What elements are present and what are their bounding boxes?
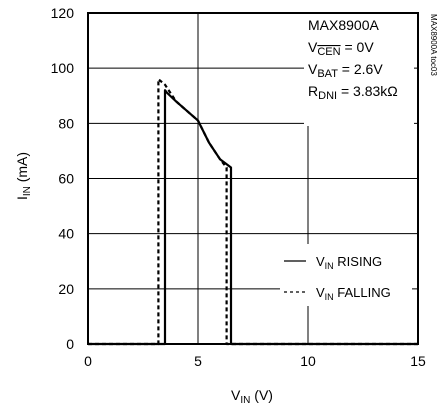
tick-labels: 0 5 10 15 0 20 40 60 80 100 120 [51,5,426,369]
annotation-rdni: RDNI = 3.83kΩ [308,83,398,102]
annotation-vcen: VCEN = 0V [308,39,374,58]
y-tick-label: 100 [51,60,75,76]
x-tick-label: 5 [194,353,202,369]
y-tick-label: 20 [58,281,74,297]
series-group [88,78,418,346]
x-axis-label: VIN (V) [231,387,273,406]
figure-id-note: MAX8900A toc03 [429,14,438,76]
plot-frame [87,12,419,345]
y-tick-label: 80 [58,115,74,131]
legend-label-falling: VIN FALLING [316,285,391,302]
y-axis-label: IIN (mA) [14,152,33,200]
y-tick-label: 0 [66,336,74,352]
y-tick-label: 40 [58,226,74,242]
x-tick-label: 10 [300,353,316,369]
series-line-falling [88,78,418,346]
annotation-vbat: VBAT = 2.6V [308,61,383,80]
x-tick-label: 15 [410,353,426,369]
y-tick-label: 60 [58,171,74,187]
x-tick-label: 0 [84,353,92,369]
legend: VIN RISING VIN FALLING [280,244,412,306]
legend-label-rising: VIN RISING [316,254,382,271]
y-tick-label: 120 [51,5,75,21]
annotation-box: MAX8900A VCEN = 0V VBAT = 2.6V RDNI = 3.… [304,14,414,126]
annotation-part: MAX8900A [308,17,379,33]
